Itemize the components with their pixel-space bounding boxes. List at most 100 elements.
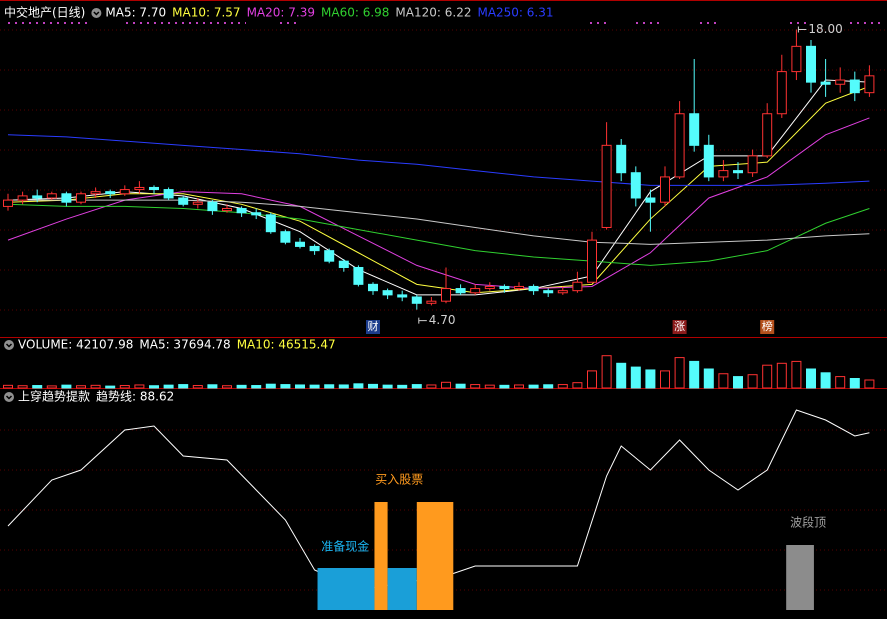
candle-body [192,201,203,205]
legend-entry: MA120: 6.22 [395,6,471,20]
legend-entry: MA250: 6.31 [477,6,553,20]
candle-body [718,170,729,178]
header-icon-chevron [5,395,13,400]
volume-bar [134,384,145,389]
candle-body [864,75,875,94]
volume-bar [17,385,28,389]
candle-body [776,71,787,115]
candle-body [733,170,743,174]
volume-bar [484,384,495,389]
header-icon [4,340,14,350]
candle-body [105,191,116,195]
signal-label: 波段顶 [790,515,826,530]
ma-line [7,203,870,266]
candle-body [178,197,189,205]
candle-body [528,285,539,292]
volume-bar [222,385,232,389]
event-label: 榜 [762,319,773,333]
candle-body [616,144,627,174]
candle-body [382,290,393,296]
candle-body [791,45,802,73]
signal-bar [387,568,417,610]
signal-label: 买入股票 [375,473,423,487]
candle-body [251,212,262,216]
candle-body [76,193,86,203]
signal-bar [317,568,375,610]
legend-entry: MA10: 46515.47 [237,338,336,352]
candle-body [484,285,495,290]
candle-body [3,199,13,207]
volume-bar [426,384,437,389]
candle-body [572,281,583,292]
volume-bar [90,384,101,389]
candle-body [703,144,714,178]
legend-entry: MA20: 7.39 [247,6,315,20]
volume-bar [251,385,262,389]
candle-body [689,113,700,146]
panel-title: VOLUME: 42107.98 [18,338,133,352]
candle-body [90,191,101,195]
candle-body [514,285,524,290]
volume-bar [441,381,451,389]
price-annotation: 18.00 [808,22,842,36]
volume-bar [747,374,758,389]
signal-bar [374,502,388,610]
candle-body [222,208,232,212]
candle-body [353,266,364,285]
candle-body [368,283,378,292]
volume-bar [265,383,276,389]
volume-bar [76,385,86,389]
candle-body [397,294,408,298]
volume-bar [776,362,787,389]
event-badge [672,320,687,334]
volume-bar [353,383,364,389]
volume-bar [411,384,422,389]
volume-bar [733,376,743,389]
annotation-arrow [418,317,427,324]
event-badge [366,320,380,334]
volume-bar [674,357,685,389]
signal-label: 准备现金 [321,539,369,554]
header-icon [91,8,102,18]
volume-bar [280,384,291,389]
volume-bar [368,383,378,389]
volume-bar [645,369,656,389]
volume-bar [32,385,43,389]
volume-bar [660,370,670,389]
volume-bar [820,372,831,389]
volume-bar [572,382,583,389]
volume-bar [616,362,627,389]
volume-bar [703,368,714,389]
header-icon [4,392,14,402]
candle-body [265,214,276,233]
volume-bar [718,373,729,389]
candle-body [630,172,641,199]
legend-entry: MA60: 6.98 [321,6,389,20]
volume-bar [163,384,174,389]
volume-bar [338,384,349,389]
volume-bar [309,384,320,389]
legend-entry: MA5: 7.70 [105,6,166,20]
candle-body [557,290,568,294]
candle-body [806,45,816,83]
signal-bar [786,545,814,610]
volume-bar [543,384,554,389]
panel-title: 上穿趋势提款 [18,389,90,404]
candle-body [601,144,612,228]
ma-line [8,199,870,245]
volume-bar [806,368,816,389]
candle-body [163,189,174,199]
volume-bar [119,385,130,389]
panel-title: 中交地产(日线) [4,5,85,20]
volume-bar [864,379,875,389]
volume-bar [762,364,773,389]
volume-bar [397,384,408,389]
event-label: 财 [368,319,379,333]
candle-body [119,189,130,195]
candle-body [747,155,758,174]
volume-bar [849,378,860,389]
volume-bar [470,384,481,389]
ma-line [7,134,870,186]
volume-bar [587,370,597,389]
